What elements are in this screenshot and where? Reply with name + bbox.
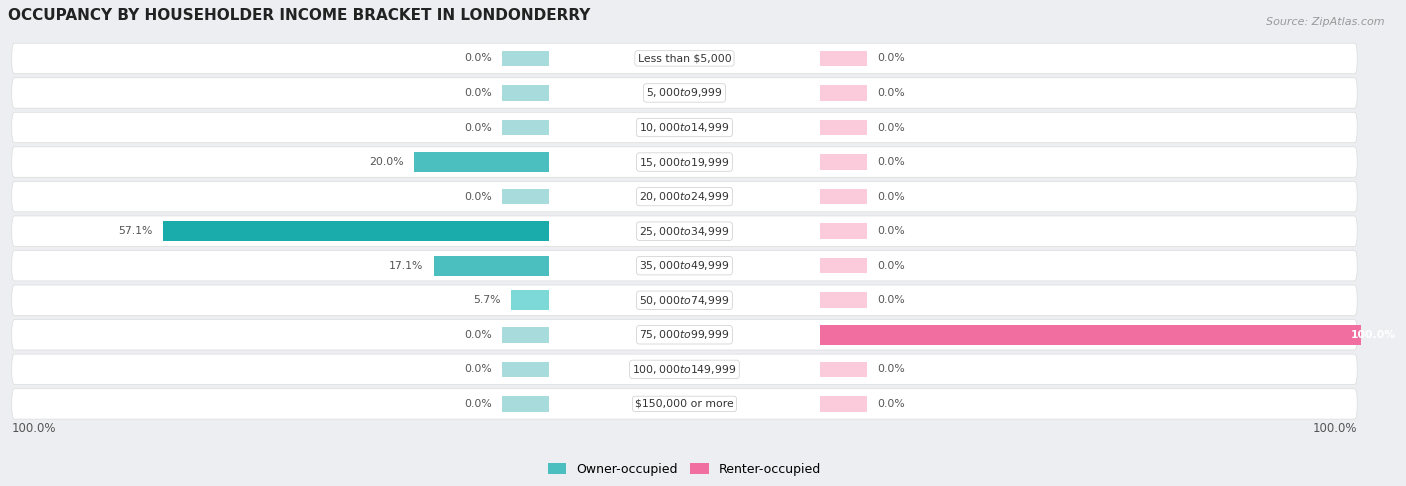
Text: 0.0%: 0.0% [877,295,905,305]
Text: $150,000 or more: $150,000 or more [636,399,734,409]
FancyBboxPatch shape [11,181,1357,212]
Text: $15,000 to $19,999: $15,000 to $19,999 [640,156,730,169]
Bar [820,85,868,101]
Text: 0.0%: 0.0% [464,88,492,98]
Bar [820,51,868,66]
Bar [502,189,550,205]
Text: $20,000 to $24,999: $20,000 to $24,999 [640,190,730,203]
Bar [163,221,550,241]
FancyBboxPatch shape [11,216,1357,246]
Text: 0.0%: 0.0% [464,330,492,340]
Bar [413,152,550,172]
Legend: Owner-occupied, Renter-occupied: Owner-occupied, Renter-occupied [543,458,827,481]
Bar [502,362,550,377]
Text: 0.0%: 0.0% [464,122,492,133]
Text: 17.1%: 17.1% [389,260,423,271]
Text: $75,000 to $99,999: $75,000 to $99,999 [640,328,730,341]
Text: OCCUPANCY BY HOUSEHOLDER INCOME BRACKET IN LONDONDERRY: OCCUPANCY BY HOUSEHOLDER INCOME BRACKET … [8,8,591,23]
Bar [502,327,550,343]
Text: $35,000 to $49,999: $35,000 to $49,999 [640,259,730,272]
Text: 0.0%: 0.0% [877,260,905,271]
Text: 0.0%: 0.0% [464,399,492,409]
Text: 0.0%: 0.0% [464,191,492,202]
Text: 57.1%: 57.1% [118,226,153,236]
Text: 0.0%: 0.0% [877,399,905,409]
Text: Less than $5,000: Less than $5,000 [637,53,731,63]
Bar [820,120,868,135]
Text: 0.0%: 0.0% [464,53,492,63]
FancyBboxPatch shape [11,389,1357,419]
Text: 0.0%: 0.0% [877,226,905,236]
Text: 0.0%: 0.0% [877,122,905,133]
Bar [820,325,1406,345]
Bar [820,258,868,274]
FancyBboxPatch shape [11,112,1357,143]
Text: 20.0%: 20.0% [370,157,404,167]
Text: $5,000 to $9,999: $5,000 to $9,999 [647,87,723,100]
Text: 0.0%: 0.0% [464,364,492,374]
Bar [502,51,550,66]
Bar [820,189,868,205]
FancyBboxPatch shape [11,78,1357,108]
FancyBboxPatch shape [11,250,1357,281]
Text: 0.0%: 0.0% [877,88,905,98]
Text: 100.0%: 100.0% [1313,422,1357,435]
Bar [502,120,550,135]
Text: 0.0%: 0.0% [877,157,905,167]
Bar [820,293,868,308]
Text: $50,000 to $74,999: $50,000 to $74,999 [640,294,730,307]
Text: 5.7%: 5.7% [472,295,501,305]
Bar [502,396,550,412]
Bar [820,154,868,170]
Text: 100.0%: 100.0% [11,422,56,435]
Bar [433,256,550,276]
Text: $10,000 to $14,999: $10,000 to $14,999 [640,121,730,134]
Bar [820,362,868,377]
FancyBboxPatch shape [11,285,1357,315]
Bar [820,396,868,412]
Text: 0.0%: 0.0% [877,53,905,63]
Bar [820,224,868,239]
Text: $25,000 to $34,999: $25,000 to $34,999 [640,225,730,238]
Text: Source: ZipAtlas.com: Source: ZipAtlas.com [1267,17,1385,27]
Text: $100,000 to $149,999: $100,000 to $149,999 [633,363,737,376]
FancyBboxPatch shape [11,354,1357,384]
FancyBboxPatch shape [11,43,1357,73]
Text: 100.0%: 100.0% [1350,330,1396,340]
FancyBboxPatch shape [11,147,1357,177]
Text: 0.0%: 0.0% [877,191,905,202]
Bar [510,290,550,310]
Bar [502,85,550,101]
FancyBboxPatch shape [11,320,1357,350]
Text: 0.0%: 0.0% [877,364,905,374]
